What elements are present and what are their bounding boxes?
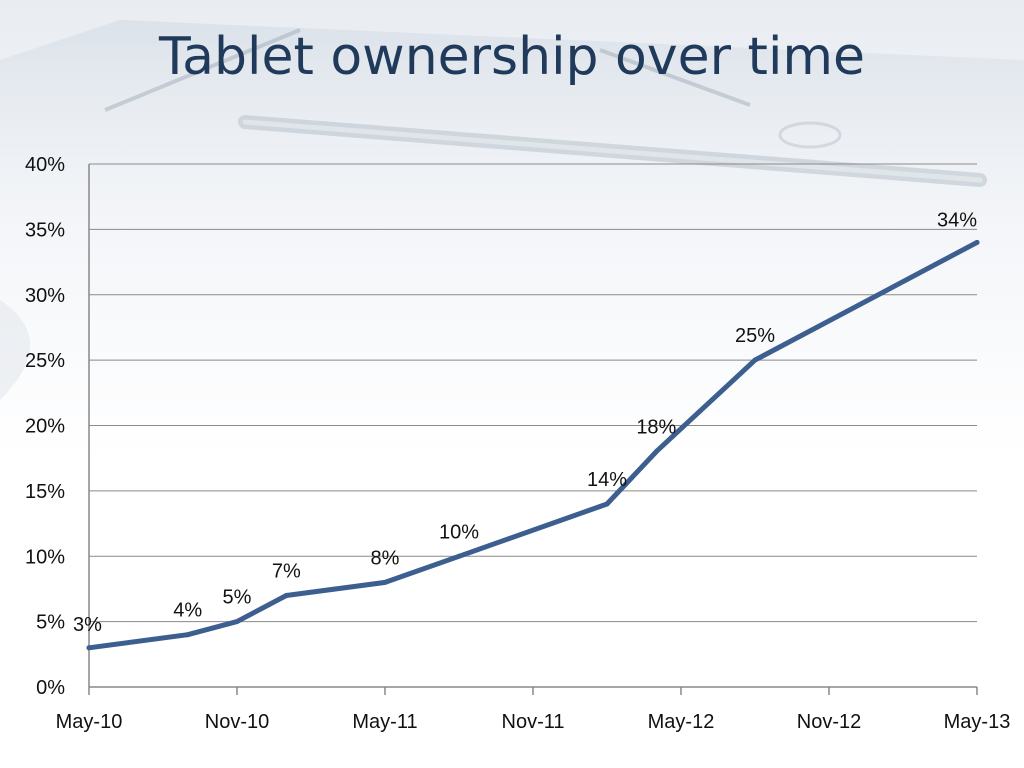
series-group: [86, 239, 980, 651]
data-label: 4%: [173, 600, 202, 622]
x-axis-tick-labels: May-10 Nov-10 May-11 Nov-11 May-12 Nov-12 May-…: [56, 711, 1011, 733]
data-point: [974, 239, 980, 245]
data-point: [185, 632, 191, 638]
x-tick-label: May-11: [352, 711, 417, 733]
data-point: [653, 449, 659, 455]
data-label: 34%: [937, 209, 977, 231]
data-label: 18%: [636, 417, 676, 439]
y-tick-label: 0%: [36, 677, 65, 699]
x-tick-label: Nov-12: [797, 711, 861, 733]
data-label: 7%: [272, 560, 301, 582]
y-tick-label: 10%: [25, 546, 65, 568]
x-tick-label: Nov-11: [502, 711, 565, 733]
data-label: 10%: [439, 521, 479, 543]
x-tick-label: May-10: [56, 711, 123, 733]
y-tick-label: 20%: [25, 416, 65, 438]
data-point: [752, 357, 758, 363]
slide-title: Tablet ownership over time: [158, 27, 866, 87]
grid-lines: [89, 163, 977, 623]
data-label: 14%: [587, 469, 627, 491]
data-point: [283, 592, 289, 598]
data-point: [234, 619, 240, 625]
x-tick-label: Nov-10: [205, 711, 269, 733]
data-label: 3%: [73, 614, 102, 636]
data-point: [456, 553, 462, 559]
y-axis-tick-labels: 0% 5% 10% 15% 20% 25% 30% 35% 40%: [25, 154, 65, 699]
y-tick-label: 5%: [36, 612, 65, 634]
data-point: [382, 579, 388, 585]
x-tick-label: May-12: [648, 711, 715, 733]
series-line-tablet-ownership: [86, 239, 980, 651]
y-tick-label: 40%: [25, 154, 65, 176]
data-point: [604, 501, 610, 507]
y-tick-label: 35%: [25, 219, 65, 241]
y-tick-label: 25%: [25, 350, 65, 372]
data-labels: 3% 4% 5% 7% 8% 10% 14% 18% 25% 34%: [73, 209, 977, 635]
y-tick-label: 15%: [25, 481, 65, 503]
data-label: 25%: [735, 325, 775, 347]
data-label: 8%: [371, 547, 400, 569]
x-tick-label: May-13: [944, 711, 1011, 733]
y-tick-label: 30%: [25, 285, 65, 307]
axes: [88, 164, 978, 695]
data-point: [86, 645, 92, 651]
data-label: 5%: [223, 587, 252, 609]
